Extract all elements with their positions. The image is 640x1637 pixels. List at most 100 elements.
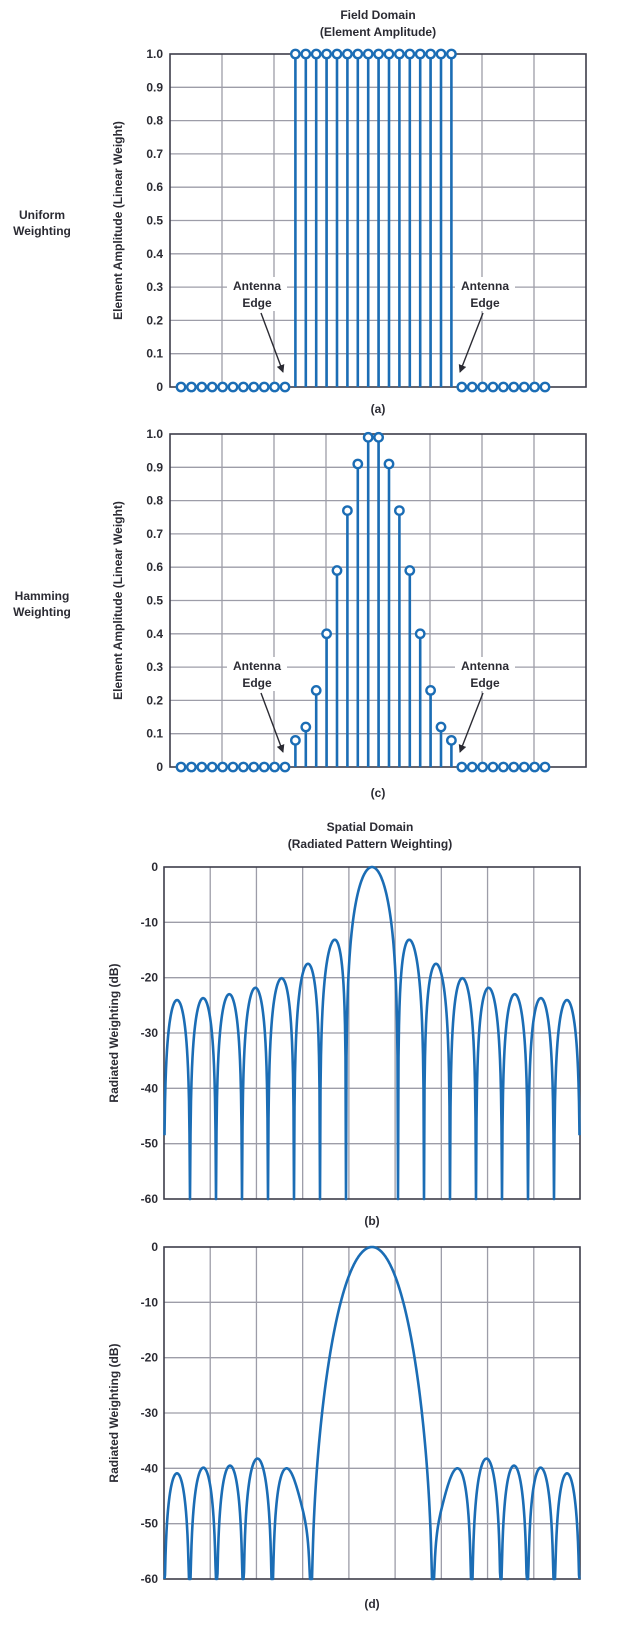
y-tick-label: 0.7	[146, 527, 163, 541]
chart-d: -60 -50 -40 -30 -20 -10 0 Radiated Weighting (d…	[107, 1240, 581, 1611]
y-axis-label: Element Amplitude (Linear Weight)	[111, 501, 125, 700]
stem-marker	[185, 381, 197, 393]
antenna-edge-label: Antenna	[461, 279, 509, 293]
stem-marker	[310, 48, 322, 60]
y-tick-label: 1.0	[146, 427, 163, 441]
antenna-edge-label: Edge	[242, 676, 272, 690]
y-tick-label: 0.7	[146, 147, 163, 161]
stem-marker	[331, 48, 343, 60]
stem-marker	[445, 734, 457, 746]
annotation-background	[455, 277, 515, 311]
stem-marker	[518, 381, 530, 393]
chart-caption: (d)	[364, 1597, 379, 1611]
stem-marker	[269, 381, 280, 393]
y-tick-label: 0.2	[146, 313, 163, 327]
antenna-edge-arrow	[260, 312, 285, 373]
spatial-domain-subtitle: (Radiated Pattern Weighting)	[288, 837, 452, 851]
stem-marker	[435, 48, 447, 60]
y-tick-label: 0.3	[146, 660, 163, 674]
stem-marker	[206, 381, 218, 393]
stem-marker	[529, 761, 540, 773]
row-label-uniform: Weighting	[13, 224, 71, 238]
stem-marker	[331, 565, 343, 576]
stem-marker	[445, 48, 457, 60]
stem-marker	[217, 381, 229, 393]
stem-marker	[477, 381, 488, 393]
stem-marker	[487, 761, 499, 773]
y-tick-label: 0	[151, 860, 158, 874]
radiated-pattern-line	[163, 865, 581, 1201]
stem-marker	[237, 761, 249, 773]
field-domain-subtitle: (Element Amplitude)	[320, 25, 436, 39]
y-tick-label: -30	[141, 1406, 159, 1420]
y-tick-label: 0	[156, 760, 163, 774]
stem-marker	[352, 458, 364, 470]
chart-c: 0 0.1 0.2 0.3 0.4 0.5 0.6 0.7 0.8 0.9 1.0 Element A…	[111, 427, 587, 800]
antenna-edge-label: Edge	[470, 676, 500, 690]
row-label-hamming: Hamming	[15, 589, 70, 603]
stem-marker	[227, 381, 239, 393]
y-tick-label: 0.5	[146, 594, 163, 608]
stem-marker	[321, 48, 332, 60]
stem-marker	[258, 381, 270, 393]
stem-marker	[404, 565, 416, 576]
antenna-edge-arrow	[458, 312, 484, 373]
stem-marker	[341, 505, 353, 516]
y-axis-label: Radiated Weighting (dB)	[107, 963, 121, 1102]
y-tick-label: 0.9	[146, 80, 163, 94]
row-label-uniform: Uniform	[19, 208, 65, 222]
stem-marker	[539, 761, 551, 773]
stem-marker	[529, 381, 540, 393]
antenna-edge-label: Antenna	[233, 659, 281, 673]
stem-marker	[310, 685, 322, 696]
stem-marker	[289, 48, 301, 60]
stem-marker	[466, 761, 478, 773]
y-axis-label: Radiated Weighting (dB)	[107, 1343, 121, 1482]
stem-marker	[175, 381, 187, 393]
chart-b: -60 -50 -40 -30 -20 -10 0 Radiated Weighting (d…	[107, 860, 581, 1228]
stem-marker	[518, 761, 530, 773]
stem-marker	[321, 628, 332, 640]
stem-marker	[414, 628, 426, 640]
chart-caption: (a)	[371, 402, 386, 416]
y-tick-label: 0.3	[146, 280, 163, 294]
antenna-edge-arrow	[260, 692, 285, 753]
y-tick-label: -40	[141, 1081, 159, 1095]
y-tick-label: 0.4	[146, 627, 163, 641]
y-tick-label: -50	[141, 1517, 159, 1531]
stem-marker	[477, 761, 488, 773]
row-label-hamming: Weighting	[13, 605, 71, 619]
stem-marker	[300, 721, 312, 733]
y-tick-label: -30	[141, 1026, 159, 1040]
stem-marker	[196, 381, 208, 393]
stem-marker	[300, 48, 312, 60]
stem-marker	[425, 48, 436, 60]
radiated-pattern-line	[163, 1245, 581, 1581]
stem-marker	[341, 48, 353, 60]
stem-marker	[269, 761, 280, 773]
stem-marker	[217, 761, 229, 773]
stem-marker	[206, 761, 218, 773]
stem-marker	[414, 48, 426, 60]
y-tick-label: -10	[141, 1295, 159, 1309]
y-tick-label: -60	[141, 1572, 159, 1586]
stem-marker	[258, 761, 270, 773]
stem-marker	[373, 431, 384, 443]
y-tick-label: -20	[141, 1351, 159, 1365]
stem-marker	[487, 381, 499, 393]
antenna-edge-label: Antenna	[233, 279, 281, 293]
y-tick-label: 1.0	[146, 47, 163, 61]
stem-marker	[362, 431, 374, 443]
stem-marker	[393, 505, 405, 516]
antenna-edge-arrow	[458, 692, 484, 753]
stem-marker	[185, 761, 197, 773]
stem-marker	[279, 761, 291, 773]
stem-marker	[289, 734, 301, 746]
stem-marker	[175, 761, 187, 773]
y-axis-label: Element Amplitude (Linear Weight)	[111, 121, 125, 320]
y-tick-label: -60	[141, 1192, 159, 1206]
y-tick-label: -10	[141, 915, 159, 929]
y-tick-label: 0	[151, 1240, 158, 1254]
y-tick-label: 0.1	[146, 727, 163, 741]
